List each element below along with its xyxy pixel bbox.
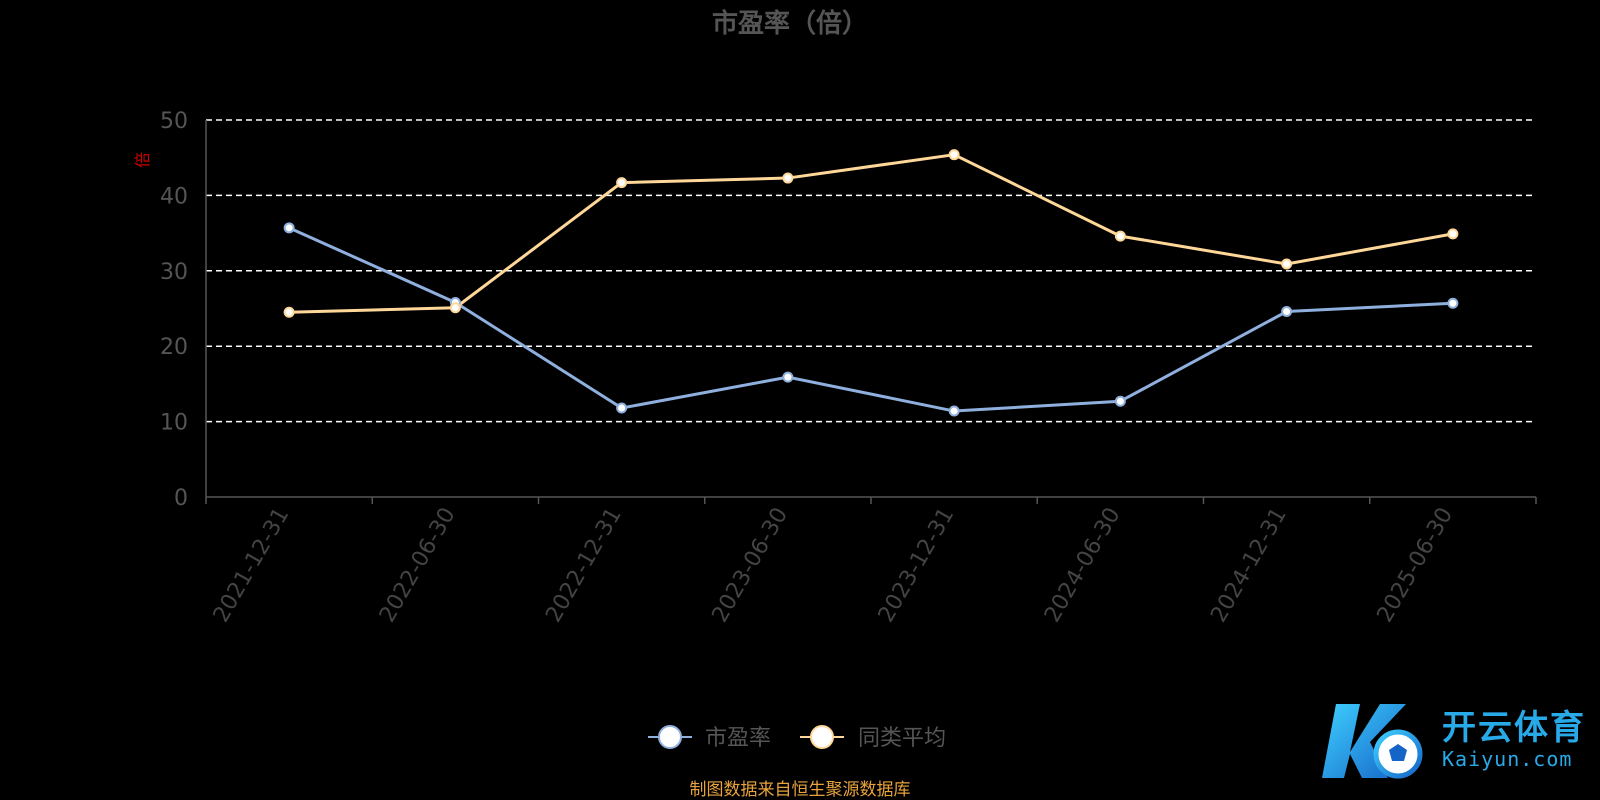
x-tick-label: 2024-06-30 (1040, 504, 1126, 627)
y-tick-label: 20 (160, 335, 188, 360)
legend-swatch-dot (810, 725, 834, 749)
series-line (288, 226, 1453, 413)
data-point (616, 177, 628, 189)
kaiyun-logo-icon (1322, 704, 1423, 779)
y-tick-label: 50 (160, 109, 188, 134)
y-tick-label: 40 (160, 184, 188, 209)
source-note: 制图数据来自恒生聚源数据库 (690, 780, 911, 800)
data-point (449, 302, 461, 314)
y-tick-label: 0 (174, 486, 188, 511)
data-point (782, 371, 794, 383)
data-point (1114, 230, 1126, 242)
series-points (283, 149, 1459, 417)
data-point (782, 172, 794, 184)
legend-item-pe[interactable]: 市盈率 (648, 725, 771, 751)
axes (205, 120, 1537, 504)
data-point (283, 222, 295, 234)
x-tick-label: 2023-06-30 (707, 504, 793, 627)
data-point (1114, 395, 1126, 407)
watermark-brand-cn: 开云体育 (1442, 708, 1586, 748)
chart-title: 市盈率（倍） (712, 8, 868, 39)
legend: 市盈率 同类平均 (648, 725, 946, 751)
y-axis-label: 倍 (133, 152, 152, 168)
legend-swatch-dot (658, 725, 682, 749)
data-point (1447, 228, 1459, 240)
x-tick-label: 2023-12-31 (874, 504, 960, 627)
y-tick-label: 30 (160, 260, 188, 285)
legend-label-peer-average: 同类平均 (858, 726, 946, 751)
watermark-brand-en: Kaiyun.com (1442, 747, 1573, 771)
tick-labels: 0 10 20 30 40 50 2021-12-31 2022-06-30 2022-12-3… (160, 109, 1458, 627)
data-point (1281, 306, 1293, 318)
data-point (616, 402, 628, 414)
legend-label-pe: 市盈率 (705, 726, 771, 751)
data-point (948, 405, 960, 417)
x-tick-label: 2022-06-30 (375, 504, 461, 627)
y-tick-label: 10 (160, 411, 188, 436)
data-point (1447, 297, 1459, 309)
x-tick-label: 2024-12-31 (1206, 504, 1292, 627)
brand-watermark: 开云体育 Kaiyun.com (1322, 698, 1586, 782)
x-tick-label: 2025-06-30 (1372, 504, 1458, 627)
data-point (948, 149, 960, 161)
series-lines (288, 153, 1454, 413)
grid-lines (206, 119, 1536, 423)
data-point (283, 306, 295, 318)
data-point (1281, 258, 1293, 270)
legend-item-peer-average[interactable]: 同类平均 (800, 725, 946, 751)
x-tick-label: 2021-12-31 (209, 504, 295, 627)
x-tick-label: 2022-12-31 (541, 504, 627, 627)
series-line (289, 153, 1454, 314)
